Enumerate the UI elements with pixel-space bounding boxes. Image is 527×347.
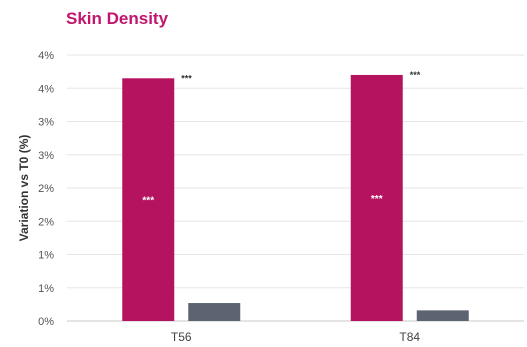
bar-layer	[122, 74, 469, 322]
y-axis-label: Variation vs T0 (%)	[17, 135, 31, 242]
bar-inner-label: ***	[371, 194, 383, 205]
bar	[188, 303, 241, 321]
y-tick-label: 2%	[38, 183, 54, 195]
bar-significance-label: ***	[181, 73, 192, 83]
x-category-label: T84	[399, 330, 420, 344]
y-tick-label: 3%	[38, 117, 54, 129]
bar	[122, 78, 175, 322]
bar-inner-label: ***	[142, 196, 154, 207]
y-tick-label: 1%	[38, 283, 54, 295]
x-category-label: T56	[171, 330, 192, 344]
x-category-layer: T56 T84	[171, 330, 421, 344]
data-label-layer: *** *** *** ***	[142, 70, 420, 207]
y-tick-label: 0%	[38, 316, 54, 328]
grid-layer	[67, 54, 524, 322]
chart-title: Skin Density	[66, 9, 169, 28]
y-tick-layer: 0% 1% 1% 2% 2% 3% 3% 4% 4%	[38, 50, 54, 328]
y-tick-label: 1%	[38, 250, 54, 262]
y-tick-label: 3%	[38, 150, 54, 162]
bar	[350, 74, 403, 321]
y-tick-label: 4%	[38, 50, 54, 62]
y-tick-label: 4%	[38, 83, 54, 95]
y-tick-label: 2%	[38, 216, 54, 228]
bar-significance-label: ***	[410, 70, 421, 80]
bar	[416, 310, 469, 321]
